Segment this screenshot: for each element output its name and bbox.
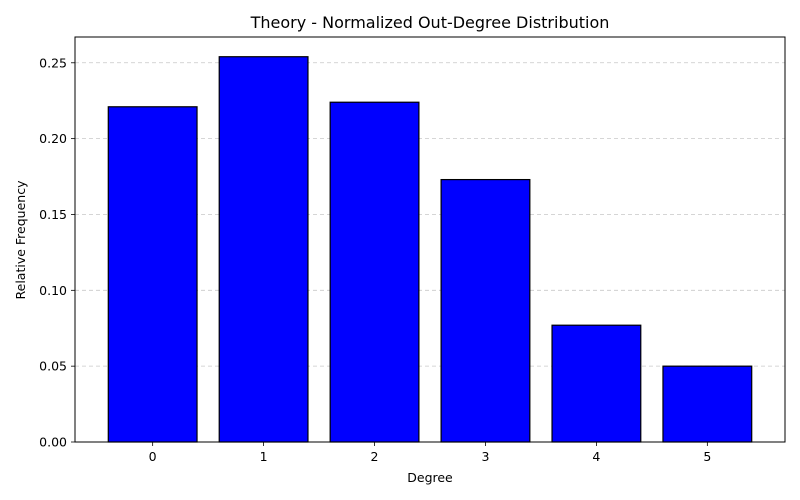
y-axis-ticks: 0.00 0.05 0.10 0.15 0.20 0.25 (39, 55, 75, 450)
x-tick-label: 4 (592, 449, 600, 464)
y-tick-label: 0.00 (39, 435, 67, 450)
x-tick-label: 1 (260, 449, 268, 464)
y-axis-label: Relative Frequency (13, 180, 28, 300)
chart-title: Theory - Normalized Out-Degree Distribut… (250, 13, 610, 32)
plot-area-frame (74, 36, 786, 443)
x-tick-label: 5 (703, 449, 711, 464)
bar-degree-1 (218, 56, 309, 443)
bar-degree-0 (107, 106, 198, 443)
y-tick-label: 0.25 (39, 55, 67, 70)
x-axis-label: Degree (407, 470, 453, 485)
x-tick-label: 0 (149, 449, 157, 464)
y-tick-label: 0.05 (39, 359, 67, 374)
x-tick-label: 2 (371, 449, 379, 464)
bar-degree-4 (551, 324, 642, 443)
x-axis-ticks: 0 1 2 3 4 5 (149, 442, 711, 464)
y-tick-label: 0.10 (39, 283, 67, 298)
y-tick-label: 0.20 (39, 131, 67, 146)
bar-degree-3 (440, 178, 531, 443)
x-tick-label: 3 (481, 449, 489, 464)
bar-degree-2 (329, 101, 420, 443)
y-tick-label: 0.15 (39, 207, 67, 222)
bars (107, 56, 753, 443)
bar-degree-5 (662, 365, 753, 443)
